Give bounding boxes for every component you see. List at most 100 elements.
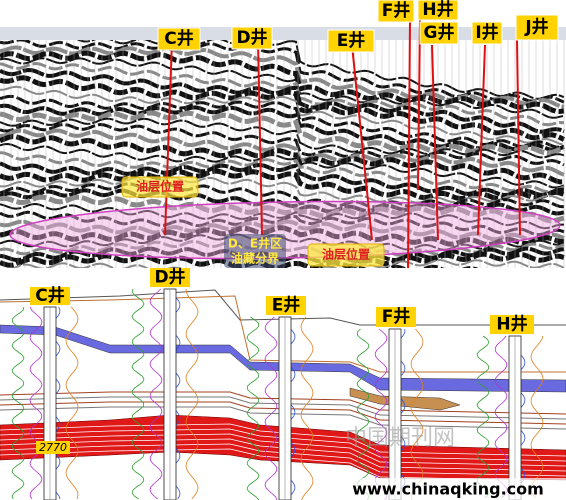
annotation: 油层位置 [136,179,184,194]
seismic-event [0,103,565,152]
well-log-curve [374,328,388,500]
well-label-box [490,315,534,334]
seismic-event [0,50,565,115]
bed-line [0,433,566,467]
seismic-event [0,110,565,156]
seismic-event [0,142,565,189]
well-label-box [419,21,459,45]
well-label-box [377,0,415,23]
bed-line [0,423,566,457]
well-label: F井 [382,0,411,21]
bed-line [0,438,566,472]
seismic-event [76,40,565,100]
seismic-event [0,210,565,237]
annotation: D、E井区 [228,236,282,251]
well-label-box [150,268,190,287]
well-label: J井 [524,17,548,38]
annotation: 油藏分界 [231,251,279,266]
seismic-event [0,194,565,224]
watermark-box [330,478,566,500]
seismic-event [0,75,566,142]
seismic-event [0,219,565,242]
well-path [257,39,263,236]
well-paths [164,19,521,269]
well-log-curve [185,288,199,500]
seismic-event [0,151,565,194]
well-log-curve [530,335,544,499]
well-label-box [376,307,416,327]
well-label: H井 [422,0,453,20]
well-label-box [266,296,306,315]
well-label: F井 [382,306,411,327]
seismic-event [0,128,565,177]
well-log-curve [410,328,424,500]
seismic-event [0,61,565,127]
well-label-box [471,21,503,45]
seismic-event [0,182,565,209]
well-path [417,19,421,191]
seismic-event [0,176,565,204]
well-log-curve [149,288,163,500]
seismic-event [0,122,565,167]
bed-line [0,428,566,462]
seismic-event [0,94,565,149]
well-label: E井 [337,30,366,51]
well-label-box [417,0,459,21]
annotation-box [121,176,199,198]
seismic-event [0,202,564,230]
well-label-box [30,287,70,305]
well-label: G井 [424,22,455,43]
well-correlation: C井 D井 E井 F井 H井 2770 [0,267,566,500]
well-label: D井 [236,27,267,48]
seismic-event [0,117,565,159]
watermark-url: www.chinaqking.com [352,480,544,499]
well-log-curve [246,316,260,500]
well-path [407,19,411,269]
seismic-event [11,258,565,268]
depth-label: 2770 [39,441,67,454]
well-label: D井 [154,267,185,288]
seismic-event [0,85,565,146]
well-label-box [327,29,375,53]
well-label: I井 [475,22,498,43]
seismic-event [0,57,565,119]
well-path [516,39,521,236]
annotation-box [307,243,385,267]
seismic-event [0,225,565,248]
seismic-event [0,40,565,104]
well-log-curve [264,316,278,500]
well-label-box [157,27,201,51]
watermark-cn: 中国期刊网 [345,426,455,451]
well-log-curve [65,306,79,500]
annotation: 油层位置 [322,247,370,262]
well-label: C井 [35,285,64,306]
seismic-traces [0,40,566,268]
marker-line [0,295,566,373]
annotation-box [224,234,286,268]
bed-line [0,448,566,482]
well-label: C井 [164,28,193,49]
seismic-event [0,161,565,198]
well-label-box [231,26,273,50]
well-log-curve [131,288,145,500]
marker-line [0,396,566,420]
seismic-event [351,264,509,268]
datum-line [0,289,566,326]
well-log-curve [476,335,490,499]
well-log-curve [11,306,25,500]
marker-line [0,406,566,430]
marker-line [0,401,566,425]
well-log-curve [29,306,43,500]
seismic-event [0,168,565,202]
well-path [477,44,486,236]
well-log-curve [494,335,508,499]
depth-label-box [36,441,70,454]
bed-line [0,443,566,477]
well-label-box [515,14,559,41]
well-log-curve [356,328,370,500]
well-log-curve [300,316,314,500]
well-path [351,44,373,241]
